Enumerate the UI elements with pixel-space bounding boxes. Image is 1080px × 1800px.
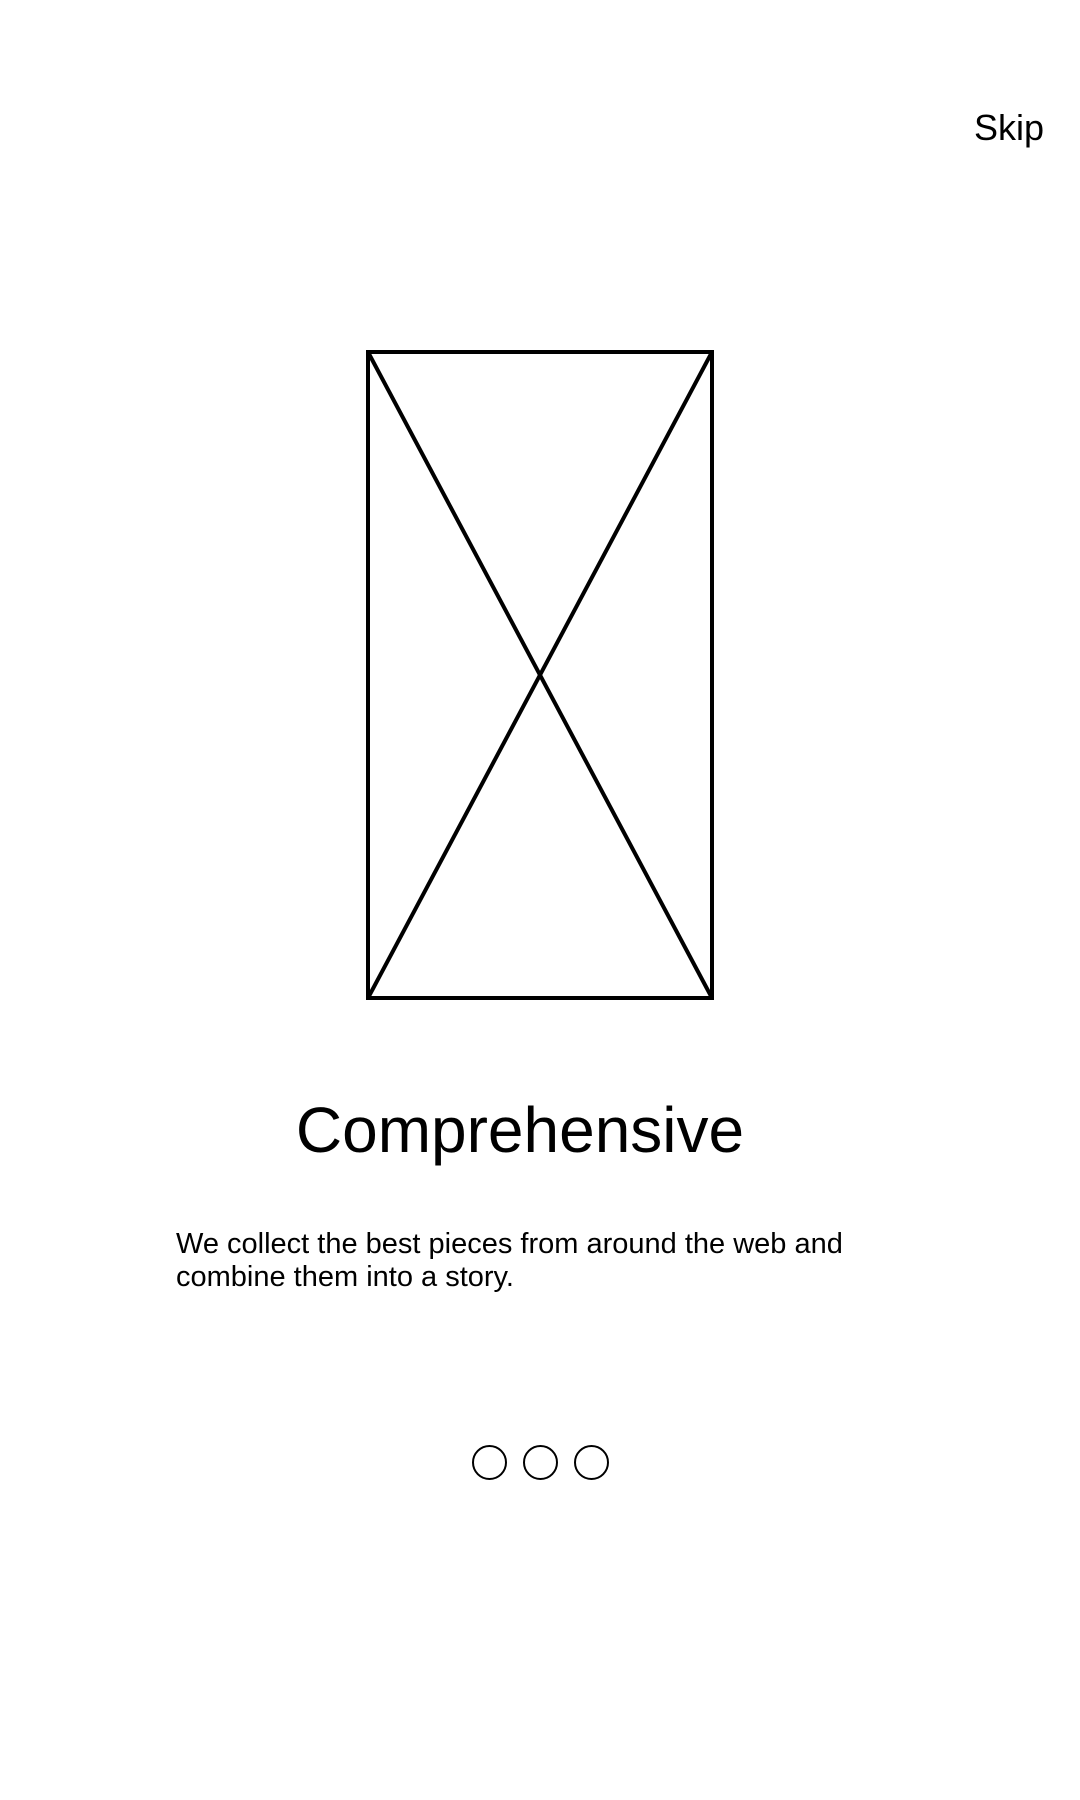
slide-title: Comprehensive xyxy=(295,1094,745,1166)
page-indicator xyxy=(0,1445,1080,1480)
page-dot-1[interactable] xyxy=(471,1445,507,1480)
image-placeholder-icon xyxy=(366,350,714,1000)
page-dot-2[interactable] xyxy=(522,1445,558,1480)
page-dot-3[interactable] xyxy=(573,1445,609,1480)
slide-description: We collect the best pieces from around t… xyxy=(176,1228,843,1293)
skip-button[interactable]: Skip xyxy=(973,107,1044,148)
